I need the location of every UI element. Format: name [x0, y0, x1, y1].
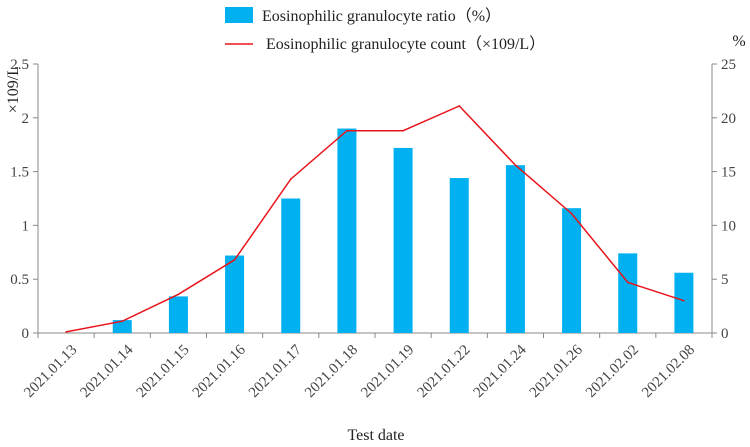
- y-left-tick-label: 1: [22, 218, 30, 234]
- y-right-tick-label: 10: [721, 218, 736, 234]
- x-tick-label: 2021.01.15: [134, 342, 193, 401]
- point-count: [458, 105, 461, 107]
- point-count: [177, 293, 180, 296]
- bar-ratio: [168, 296, 188, 333]
- x-tick-label: 2021.01.22: [414, 342, 473, 401]
- bar-ratio: [337, 128, 357, 333]
- x-tick-label: 2021.01.13: [21, 342, 80, 401]
- x-tick-label: 2021.01.24: [471, 342, 530, 401]
- y-left-tick-label: 1.5: [10, 165, 29, 181]
- point-count: [289, 178, 292, 180]
- bar-ratio: [562, 208, 582, 333]
- x-tick-label: 2021.01.19: [358, 342, 417, 401]
- bar-ratio: [505, 165, 525, 333]
- bar-ratio: [449, 178, 469, 333]
- y-right-tick-label: 15: [721, 165, 736, 181]
- x-tick-label: 2021.01.18: [302, 342, 361, 401]
- bar-ratio: [393, 147, 413, 333]
- plot-area: 00.511.522.505101520252021.01.132021.01.…: [10, 57, 736, 401]
- bar-ratio: [281, 198, 301, 333]
- point-count: [514, 164, 517, 166]
- point-count: [121, 320, 124, 322]
- point-count: [626, 281, 629, 284]
- y-left-tick-label: 0: [22, 326, 30, 342]
- y-left-tick-label: 0.5: [10, 272, 29, 288]
- y-right-tick-label: 20: [721, 111, 736, 127]
- x-tick-label: 2021.01.26: [527, 342, 586, 401]
- y-right-tick-label: 25: [721, 57, 736, 73]
- x-tick-label: 2021.01.16: [190, 342, 249, 401]
- bar-ratio: [112, 320, 132, 333]
- point-count: [683, 299, 685, 302]
- x-tick-label: 2021.02.08: [639, 342, 698, 401]
- point-count: [402, 129, 404, 132]
- point-count: [570, 212, 573, 215]
- point-count: [233, 259, 236, 261]
- legend-label-count: Eosinophilic granulocyte count（×109/L）: [266, 35, 545, 53]
- x-tick-label: 2021.01.17: [246, 342, 305, 401]
- point-count: [65, 331, 67, 333]
- point-count: [346, 129, 348, 132]
- y-axis-right-label: %: [732, 33, 745, 50]
- y-left-tick-label: 2: [22, 111, 30, 127]
- legend-label-ratio: Eosinophilic granulocyte ratio（%）: [262, 7, 501, 25]
- bar-ratio: [618, 253, 638, 333]
- y-right-tick-label: 0: [721, 326, 729, 342]
- x-axis-label: Test date: [347, 427, 404, 444]
- line-count: [65, 105, 685, 333]
- legend-swatch-ratio: [225, 7, 253, 23]
- x-tick-label: 2021.02.02: [583, 342, 642, 401]
- y-axis-left-label: ×109/L: [5, 66, 22, 113]
- x-tick-label: 2021.01.14: [77, 342, 136, 401]
- bar-ratio: [674, 272, 694, 333]
- y-right-tick-label: 5: [721, 272, 729, 288]
- bar-ratio: [225, 255, 245, 333]
- y-left-tick-label: 2.5: [10, 57, 29, 73]
- legend: Eosinophilic granulocyte ratio（%） Eosino…: [225, 7, 545, 53]
